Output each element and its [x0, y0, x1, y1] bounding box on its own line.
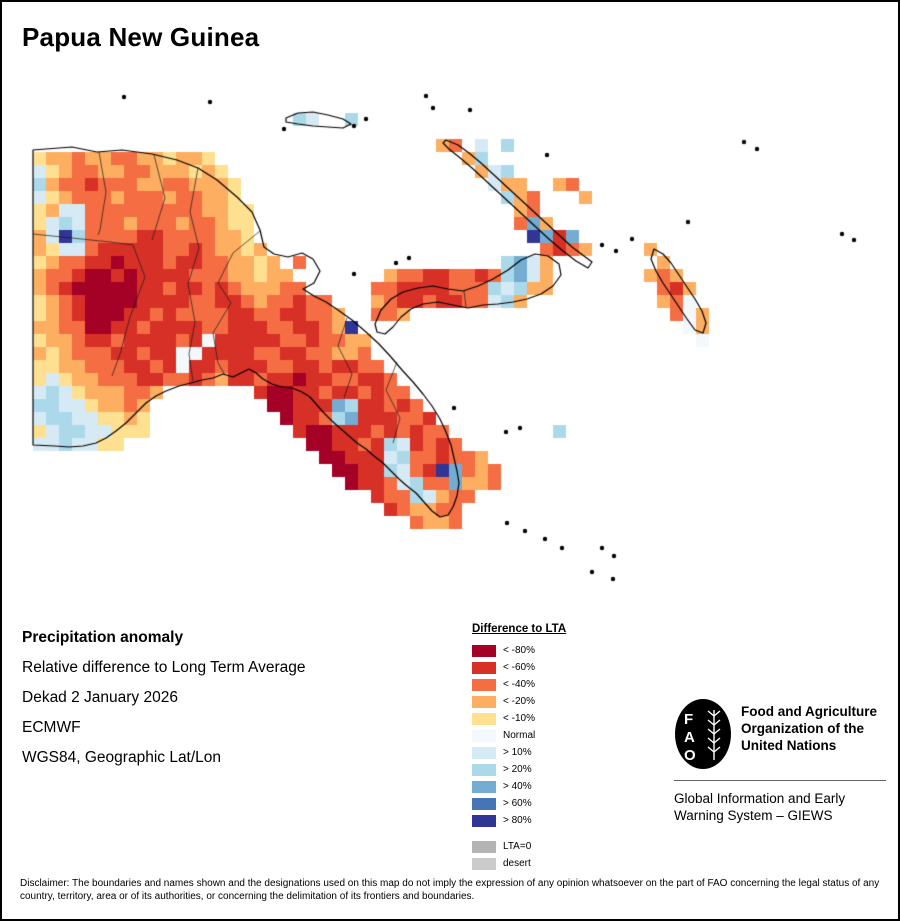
legend-swatch — [472, 746, 496, 759]
legend-item: > 10% — [472, 744, 566, 761]
fao-logo: F A O — [675, 699, 731, 769]
disclaimer-text: Disclaimer: The boundaries and names sho… — [20, 878, 880, 902]
info-line: Dekad 2 January 2026 — [22, 689, 178, 706]
legend-label: desert — [503, 858, 531, 869]
divider — [674, 780, 886, 781]
giews-line: Global Information and Early — [674, 791, 846, 806]
legend-item: < -60% — [472, 659, 566, 676]
info-line: ECMWF — [22, 719, 81, 736]
fao-name-line: Organization of the — [741, 721, 864, 736]
legend: Difference to LTA < -80% < -60% < -40% < -2… — [472, 623, 566, 872]
legend-swatch — [472, 712, 496, 725]
legend-item: < -10% — [472, 710, 566, 727]
legend-label: < -80% — [503, 645, 535, 656]
wheat-icon — [707, 710, 721, 760]
legend-item: < -40% — [472, 676, 566, 693]
fao-header: F A O Food and Agriculture Organization … — [674, 698, 886, 770]
legend-label: < -20% — [503, 696, 535, 707]
fao-logo-letter: O — [684, 747, 696, 764]
legend-item: > 80% — [472, 812, 566, 829]
legend-item: < -20% — [472, 693, 566, 710]
legend-label: > 40% — [503, 781, 532, 792]
legend-label: > 20% — [503, 764, 532, 775]
fao-name-line: Food and Agriculture — [741, 704, 877, 719]
giews-name: Global Information and Early Warning Sys… — [674, 790, 886, 824]
fao-logo-letter: A — [684, 729, 695, 746]
legend-item: > 20% — [472, 761, 566, 778]
info-line: WGS84, Geographic Lat/Lon — [22, 749, 222, 766]
legend-swatch — [472, 780, 496, 793]
legend-swatch — [472, 840, 496, 853]
legend-label: > 10% — [503, 747, 532, 758]
legend-title: Difference to LTA — [472, 623, 567, 635]
legend-item: > 40% — [472, 778, 566, 795]
legend-swatch — [472, 763, 496, 776]
legend-swatch — [472, 814, 496, 827]
fao-name-line: United Nations — [741, 738, 837, 753]
legend-label: > 60% — [503, 798, 532, 809]
legend-swatch — [472, 695, 496, 708]
fao-block: F A O Food and Agriculture Organization … — [674, 698, 886, 824]
legend-swatch — [472, 857, 496, 870]
legend-swatch — [472, 661, 496, 674]
info-line: Relative difference to Long Term Average — [22, 659, 306, 676]
legend-label: > 80% — [503, 815, 532, 826]
map-info-block: Precipitation anomaly Relative differenc… — [22, 622, 306, 773]
legend-item: Normal — [472, 727, 566, 744]
legend-swatch — [472, 729, 496, 742]
legend-label: Normal — [503, 730, 536, 741]
page-title: Papua New Guinea — [22, 22, 260, 52]
legend-item: desert — [472, 855, 566, 872]
legend-item: > 60% — [472, 795, 566, 812]
legend-item: < -80% — [472, 642, 566, 659]
legend-swatch — [472, 797, 496, 810]
info-heading: Precipitation anomaly — [22, 628, 184, 646]
fao-logo-letter: F — [684, 711, 693, 728]
legend-item: LTA=0 — [472, 838, 566, 855]
legend-label: < -60% — [503, 662, 535, 673]
legend-label: < -10% — [503, 713, 535, 724]
legend-items: < -80% < -60% < -40% < -20% < -10% Normal > 10… — [472, 642, 566, 829]
giews-line: Warning System – GIEWS — [674, 808, 833, 823]
legend-swatch — [472, 678, 496, 691]
legend-label: LTA=0 — [503, 841, 532, 852]
legend-label: < -40% — [503, 679, 535, 690]
fao-name: Food and Agriculture Organization of the… — [741, 698, 877, 754]
legend-extra-items: LTA=0 desert — [472, 838, 566, 872]
legend-swatch — [472, 644, 496, 657]
